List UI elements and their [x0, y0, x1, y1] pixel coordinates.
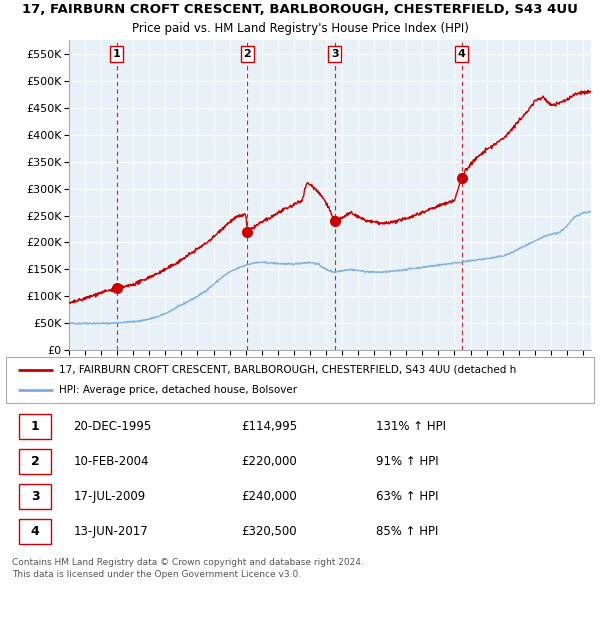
Bar: [19, 484, 51, 509]
Text: 17-JUL-2009: 17-JUL-2009: [74, 490, 146, 503]
Text: 4: 4: [31, 525, 40, 538]
Text: Price paid vs. HM Land Registry's House Price Index (HPI): Price paid vs. HM Land Registry's House …: [131, 22, 469, 35]
Bar: [19, 449, 51, 474]
Text: Contains HM Land Registry data © Crown copyright and database right 2024.
This d: Contains HM Land Registry data © Crown c…: [12, 558, 364, 579]
Text: 13-JUN-2017: 13-JUN-2017: [74, 525, 148, 538]
Text: 4: 4: [458, 49, 466, 60]
Text: 91% ↑ HPI: 91% ↑ HPI: [376, 455, 439, 468]
Text: 20-DEC-1995: 20-DEC-1995: [74, 420, 152, 433]
Text: 2: 2: [31, 455, 40, 468]
Text: 1: 1: [31, 420, 40, 433]
Text: 3: 3: [331, 49, 338, 60]
Text: 63% ↑ HPI: 63% ↑ HPI: [376, 490, 439, 503]
Text: 1: 1: [113, 49, 121, 60]
Text: 85% ↑ HPI: 85% ↑ HPI: [376, 525, 439, 538]
Text: £114,995: £114,995: [241, 420, 298, 433]
Text: £220,000: £220,000: [241, 455, 297, 468]
Text: 10-FEB-2004: 10-FEB-2004: [74, 455, 149, 468]
Bar: [19, 519, 51, 544]
Text: £240,000: £240,000: [241, 490, 297, 503]
Text: 3: 3: [31, 490, 40, 503]
Bar: [19, 414, 51, 439]
Text: 131% ↑ HPI: 131% ↑ HPI: [376, 420, 446, 433]
Text: £320,500: £320,500: [241, 525, 297, 538]
Text: 17, FAIRBURN CROFT CRESCENT, BARLBOROUGH, CHESTERFIELD, S43 4UU: 17, FAIRBURN CROFT CRESCENT, BARLBOROUGH…: [22, 3, 578, 16]
Text: HPI: Average price, detached house, Bolsover: HPI: Average price, detached house, Bols…: [59, 385, 297, 395]
Text: 17, FAIRBURN CROFT CRESCENT, BARLBOROUGH, CHESTERFIELD, S43 4UU (detached h: 17, FAIRBURN CROFT CRESCENT, BARLBOROUGH…: [59, 365, 516, 374]
Text: 2: 2: [244, 49, 251, 60]
